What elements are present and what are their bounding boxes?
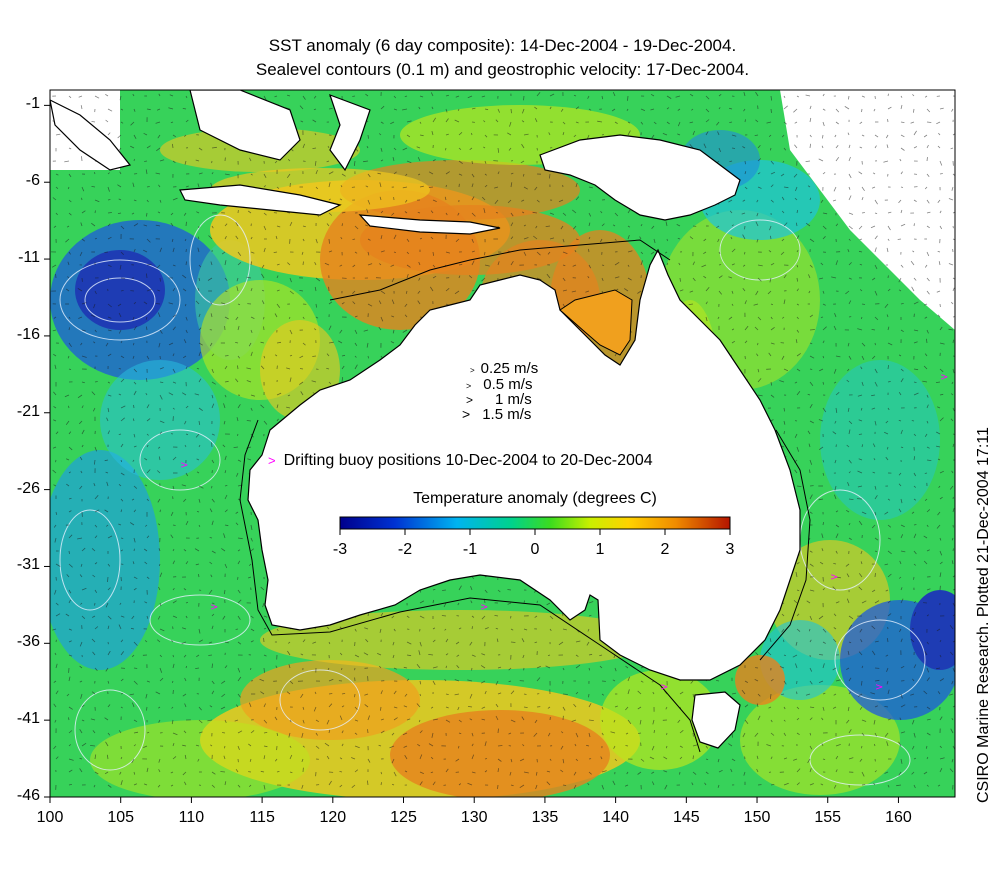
colorbar-tick-label: 3 (725, 541, 735, 558)
x-tick-label: 110 (178, 809, 205, 826)
colorbar-tick-label: 1 (595, 541, 605, 558)
sulawesi-landmass (329, 93, 371, 172)
y-tick-label: -21 (16, 402, 40, 420)
svg-text:>: > (180, 460, 188, 471)
velocity-legend-label: 0.5 m/s (483, 376, 533, 393)
y-tick-label: -31 (16, 556, 40, 574)
chart-title: SST anomaly (6 day composite): 14-Dec-20… (268, 36, 737, 55)
sumatra-landmass (50, 99, 132, 171)
y-tick-label: -41 (16, 710, 40, 728)
colorbar-title: Temperature anomaly (degrees C) (413, 490, 657, 507)
buoy-legend: > Drifting buoy positions 10-Dec-2004 to … (268, 452, 653, 470)
y-tick-label: -46 (16, 787, 40, 804)
y-tick-label: -26 (16, 479, 40, 497)
x-tick-label: 105 (107, 809, 135, 826)
svg-text:>: > (660, 682, 668, 693)
x-tick-label: 120 (319, 809, 347, 826)
velocity-arrow-icon: > (466, 381, 472, 391)
buoy-legend-label: Drifting buoy positions 10-Dec-2004 to 2… (283, 452, 653, 469)
buoy-markers: > > > > > > > (180, 372, 948, 693)
geostrophic-velocity-field (51, 91, 955, 790)
velocity-legend-row: >0.5 m/s (466, 376, 532, 393)
x-tick-label: 145 (672, 809, 700, 826)
colorbar-tick-label: -2 (397, 541, 413, 558)
colorbar-tick-label: 0 (530, 541, 540, 558)
svg-text:>: > (480, 602, 488, 613)
credit-text: CSIRO Marine Research. Plotted 21-Dec-20… (975, 427, 992, 803)
velocity-legend-label: 0.25 m/s (480, 360, 539, 377)
velocity-legend-label: 1 m/s (495, 391, 532, 408)
x-tick-label: 135 (531, 809, 559, 826)
x-tick-label: 125 (390, 809, 417, 826)
borneo-landmass (189, 90, 301, 161)
velocity-arrow-icon: > (470, 366, 475, 375)
colorbar (339, 516, 731, 530)
velocity-legend-row: >1.5 m/s (462, 406, 531, 423)
chart-subtitle: Sealevel contours (0.1 m) and geostrophi… (255, 60, 750, 79)
sumbawa-flores-landmass (358, 214, 501, 235)
no-data-region (780, 90, 955, 330)
svg-text:>: > (940, 372, 948, 383)
svg-text:>: > (210, 602, 218, 613)
java-landmass (179, 184, 342, 216)
y-tick-label: -16 (16, 325, 40, 343)
y-tick-label: -1 (25, 95, 40, 113)
tasmania-landmass (691, 691, 741, 749)
buoy-marker-icon: > (268, 453, 276, 468)
velocity-arrow-icon: > (462, 406, 471, 422)
velocity-legend-row: >0.25 m/s (470, 360, 538, 377)
colorbar-tick-label: -3 (332, 541, 348, 558)
svg-text:>: > (875, 682, 883, 693)
australia-landmass (247, 248, 801, 681)
x-tick-label: 150 (743, 809, 771, 826)
landmasses (50, 90, 801, 749)
shelf-isobath (239, 419, 811, 753)
svg-text:>: > (830, 572, 838, 583)
colorbar-tick-label: 2 (660, 541, 670, 558)
x-tick-label: 100 (36, 809, 64, 826)
y-tick-label: -36 (16, 633, 40, 651)
velocity-arrow-icon: > (466, 393, 474, 407)
x-tick-label: 155 (814, 809, 842, 826)
map-frame (49, 89, 956, 798)
gulf-of-carpentaria (559, 289, 633, 356)
x-tick-label: 130 (460, 809, 488, 826)
velocity-legend-row: >1 m/s (466, 391, 532, 408)
new-guinea-landmass (539, 134, 741, 221)
velocity-legend-label: 1.5 m/s (482, 406, 532, 423)
y-tick-label: -11 (18, 249, 40, 267)
y-tick-label: -6 (25, 172, 40, 190)
x-tick-label: 160 (885, 809, 912, 826)
x-tick-label: 115 (249, 809, 275, 826)
map-frame-content: > > > > > > > (50, 90, 955, 797)
x-tick-label: 140 (602, 809, 629, 826)
colorbar-tick-label: -1 (462, 541, 478, 558)
